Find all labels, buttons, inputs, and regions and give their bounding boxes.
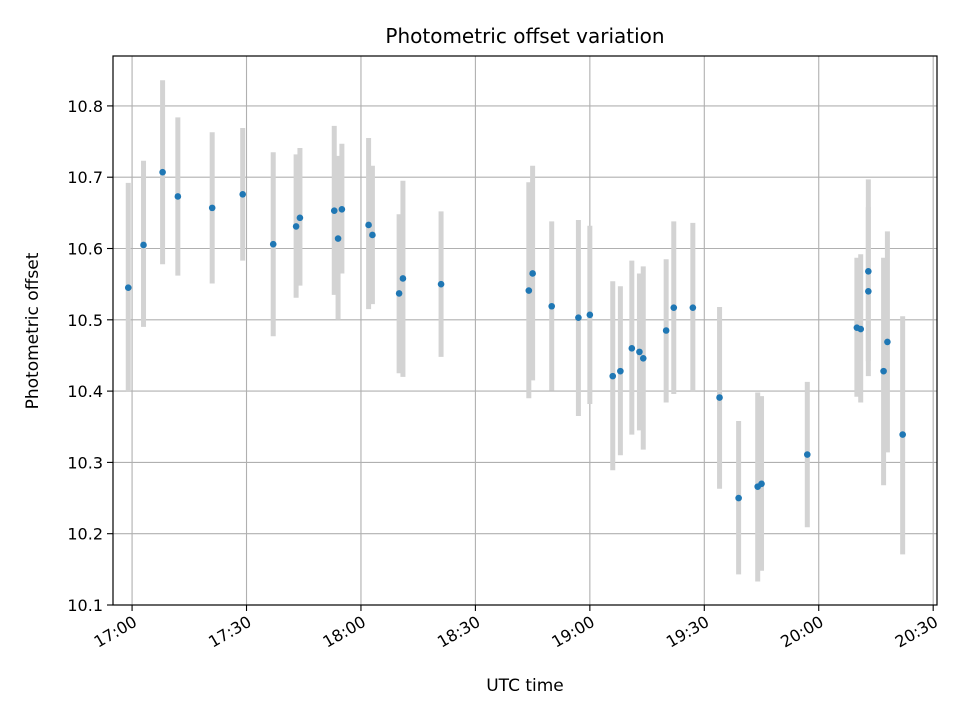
data-point [399,275,407,282]
y-tick-label: 10.1 [67,596,103,615]
data-point [437,280,445,288]
data-point [575,314,582,321]
y-tick-label: 10.7 [67,168,103,187]
data-point [334,235,342,242]
y-tick-label: 10.2 [67,525,103,544]
y-tick-label: 10.5 [67,311,103,330]
y-tick-label: 10.6 [67,240,103,259]
data-point [296,214,304,222]
data-point [628,345,636,352]
data-point [525,287,533,294]
data-point [670,304,678,311]
data-point [269,240,277,248]
data-point [639,355,647,362]
data-point [548,302,556,310]
data-point [365,221,372,229]
data-point [124,284,132,292]
plot-area-frame [112,55,938,606]
data-point [689,304,697,311]
data-point [865,268,872,275]
y-axis-title: Photometric offset [23,252,43,409]
y-axis-ticks: 10.1 10.2 10.3 10.4 10.5 10.6 10.7 10.8 [67,97,113,615]
data-point [140,241,147,249]
data-point [803,451,811,458]
data-point [758,480,765,488]
chart-title: Photometric offset variation [385,24,664,48]
data-point [369,231,376,239]
data-point [159,168,166,176]
data-point [330,207,338,215]
data-point [174,193,182,200]
y-tick-label: 10.4 [67,382,103,401]
data-point [609,372,617,380]
data-point [292,223,300,230]
data-point [716,394,723,401]
y-tick-label: 10.3 [67,453,103,472]
data-point [586,311,594,319]
data-point [865,287,872,295]
y-tick-label: 10.8 [67,97,103,116]
data-point [735,494,742,502]
data-point [239,191,247,198]
data-point [857,325,865,333]
x-axis-title: UTC time [486,676,564,696]
data-point [208,204,216,212]
data-point [636,348,643,356]
data-point [395,290,403,297]
data-point [617,367,624,375]
data-point [899,431,906,438]
data-point [880,367,887,375]
data-point [884,338,891,346]
data-point [529,270,536,277]
data-points [124,168,906,502]
data-point [338,205,346,213]
data-point [662,327,670,334]
